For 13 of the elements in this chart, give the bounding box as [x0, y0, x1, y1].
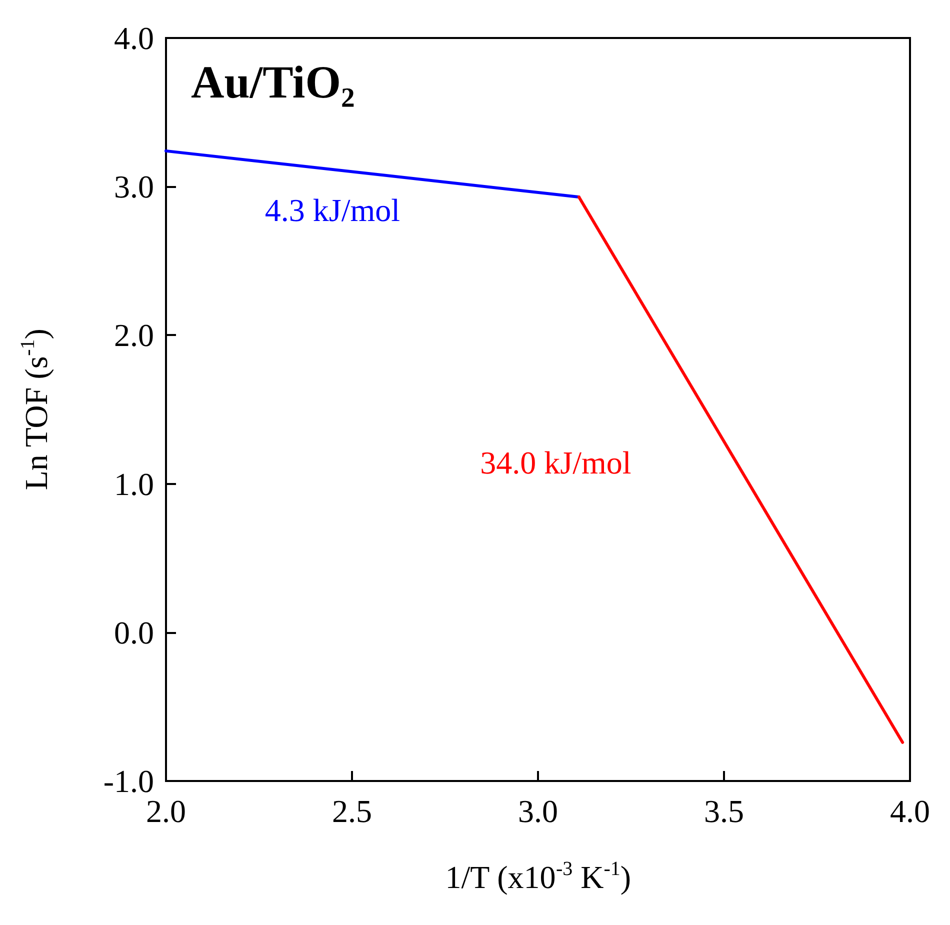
x-tick-label: 3.0 [518, 793, 558, 829]
y-tick-label: 4.0 [114, 20, 154, 56]
y-tick-label: 1.0 [114, 466, 154, 502]
y-axis-title: Ln TOF (s-1) [17, 328, 54, 490]
annotation: 4.3 kJ/mol [264, 192, 400, 228]
x-tick-label: 3.5 [704, 793, 744, 829]
chart-title: Au/TiO₂ [191, 56, 355, 108]
x-tick-label: 4.0 [890, 793, 930, 829]
y-tick-label: 0.0 [114, 614, 154, 650]
y-tick-label: 2.0 [114, 317, 154, 354]
x-tick-label: 2.5 [332, 793, 372, 829]
annotation: 34.0 kJ/mol [480, 444, 632, 481]
y-tick-label: 3.0 [114, 168, 154, 205]
